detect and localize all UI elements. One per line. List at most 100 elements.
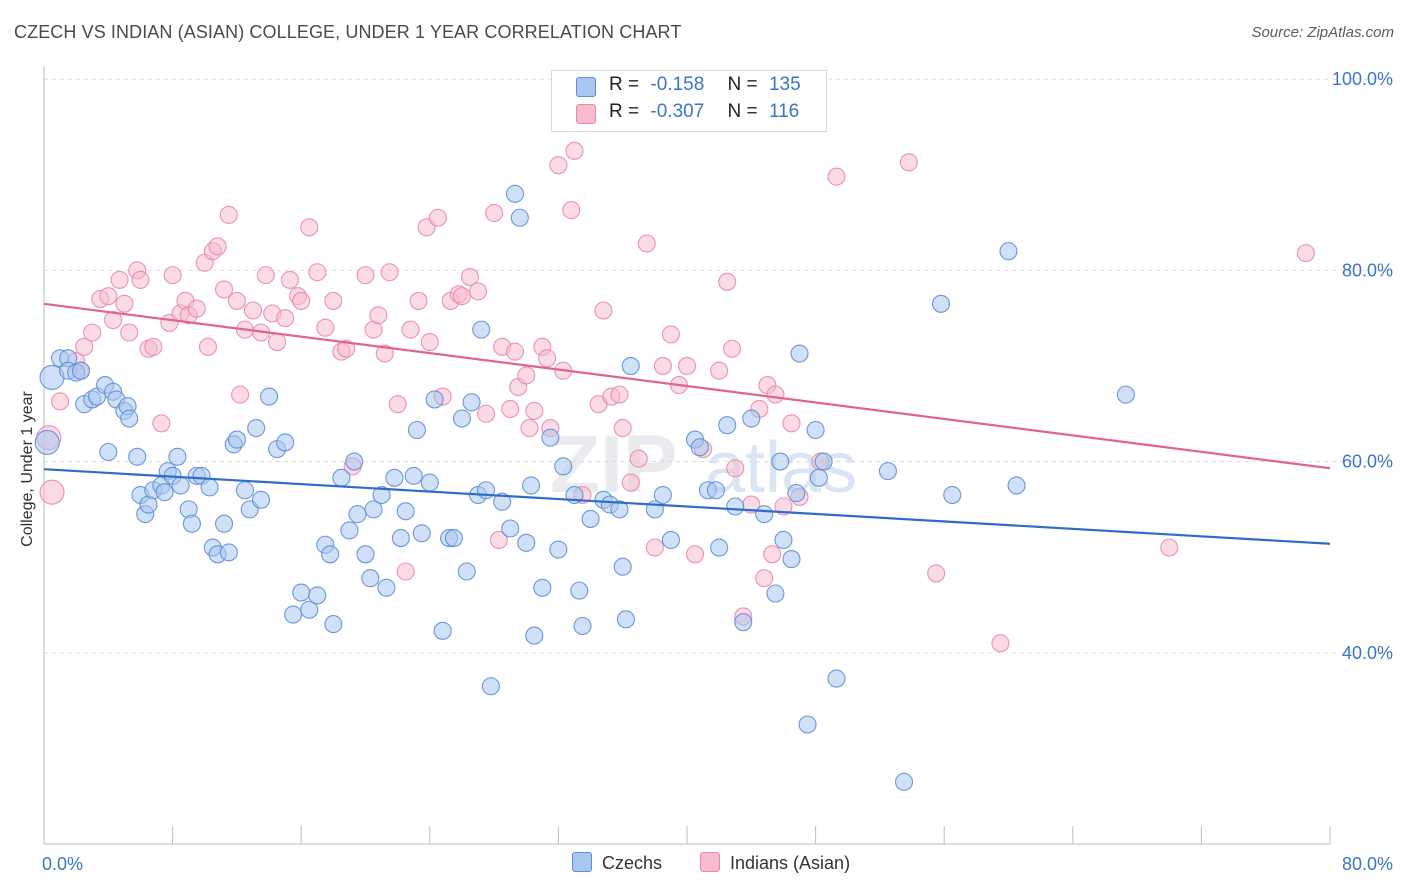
indian-point: [645, 538, 664, 557]
indian-point: [231, 385, 250, 404]
indian-point: [899, 153, 918, 172]
indian-point: [629, 449, 648, 468]
czech-point: [420, 473, 439, 492]
czech-point: [71, 361, 91, 380]
indian-point: [517, 366, 536, 385]
indian-point: [755, 569, 774, 588]
indian-point: [152, 414, 171, 433]
czech-point: [610, 500, 629, 519]
indian-point: [131, 270, 150, 289]
czech-point: [501, 519, 520, 538]
czech-point: [734, 613, 753, 632]
czech-point: [510, 208, 529, 227]
czech-point: [425, 390, 444, 409]
czech-point: [391, 528, 410, 548]
czech-point: [361, 569, 380, 588]
y-tick-label: 60.0%: [1342, 452, 1393, 472]
indian-point: [637, 234, 656, 253]
czech-point: [798, 715, 817, 734]
czech-point: [827, 669, 846, 688]
czech-point: [613, 557, 632, 576]
czech-point: [308, 586, 327, 605]
y-tick-label: 100.0%: [1332, 69, 1393, 89]
indian-point: [375, 344, 394, 363]
czech-point: [533, 578, 552, 597]
indian-point: [1296, 244, 1315, 263]
indian-point: [468, 282, 488, 301]
indian-point: [243, 301, 263, 320]
indian-point: [324, 291, 343, 310]
czech-point: [340, 521, 359, 540]
indian-point: [722, 339, 742, 358]
czech-point: [364, 500, 383, 519]
indian-point: [276, 309, 295, 328]
indian-point: [99, 287, 118, 306]
czech-point: [433, 621, 452, 640]
legend-item-czechs[interactable]: Czechs: [572, 852, 662, 874]
indian-point: [144, 337, 163, 356]
czech-point: [396, 502, 415, 521]
indian-point: [505, 342, 525, 361]
czech-point: [462, 393, 481, 412]
czech-point: [457, 562, 476, 581]
indian-point: [39, 479, 65, 505]
czech-point: [806, 420, 825, 440]
czech-point: [541, 428, 560, 447]
czech-legend-swatch: [572, 852, 592, 872]
indian-point: [677, 356, 697, 376]
czech-point: [782, 550, 801, 569]
indian-point: [198, 337, 218, 356]
indian-point: [452, 287, 472, 306]
czech-point: [653, 485, 672, 505]
indian-point: [827, 167, 846, 186]
indian-point: [653, 356, 672, 376]
czech-point: [771, 452, 790, 471]
indian-point: [280, 270, 299, 289]
chart-title: CZECH VS INDIAN (ASIAN) COLLEGE, UNDER 1…: [14, 22, 682, 42]
czech-point: [324, 615, 343, 634]
indian-point: [396, 562, 415, 581]
czech-point: [621, 356, 640, 376]
y-tick-label: 80.0%: [1342, 260, 1393, 280]
czech-point: [787, 484, 806, 503]
czech-point: [348, 505, 367, 524]
czech-point: [517, 533, 536, 552]
czech-point: [943, 485, 962, 505]
indian-point: [538, 349, 557, 368]
czech-point: [128, 447, 147, 466]
indian-point: [766, 385, 785, 404]
czech-point: [385, 468, 404, 487]
trend-lines: [43, 302, 1331, 545]
czech-point: [878, 462, 897, 481]
czech-point: [1116, 385, 1135, 404]
indian-point: [308, 263, 327, 282]
indian-point: [300, 218, 319, 237]
czech-point: [706, 481, 725, 500]
y-tick-label: 40.0%: [1342, 643, 1393, 663]
czech-point: [505, 184, 525, 203]
indian-point: [613, 419, 632, 438]
czech-point: [276, 433, 295, 452]
czech-point: [661, 530, 680, 550]
indian-point: [460, 267, 480, 287]
indian-point: [485, 203, 504, 223]
indian-point: [214, 280, 234, 299]
indian-point: [621, 473, 640, 492]
indian-point: [782, 414, 801, 433]
czech-point: [774, 530, 793, 550]
czech-point: [407, 420, 426, 440]
indian-point: [163, 266, 182, 285]
czech-point: [710, 538, 729, 557]
n-value: 135: [768, 74, 801, 95]
indian-point: [710, 361, 729, 380]
czech-point: [570, 581, 589, 600]
indian-point: [501, 399, 520, 419]
czech-point: [332, 468, 351, 487]
indian-point: [75, 337, 94, 356]
czech-point: [690, 438, 709, 457]
indian-point: [268, 332, 287, 352]
legend-item-indians[interactable]: Indians (Asian): [700, 852, 850, 874]
x-tick-label: 80.0%: [1342, 854, 1393, 874]
indian-point: [594, 301, 613, 320]
